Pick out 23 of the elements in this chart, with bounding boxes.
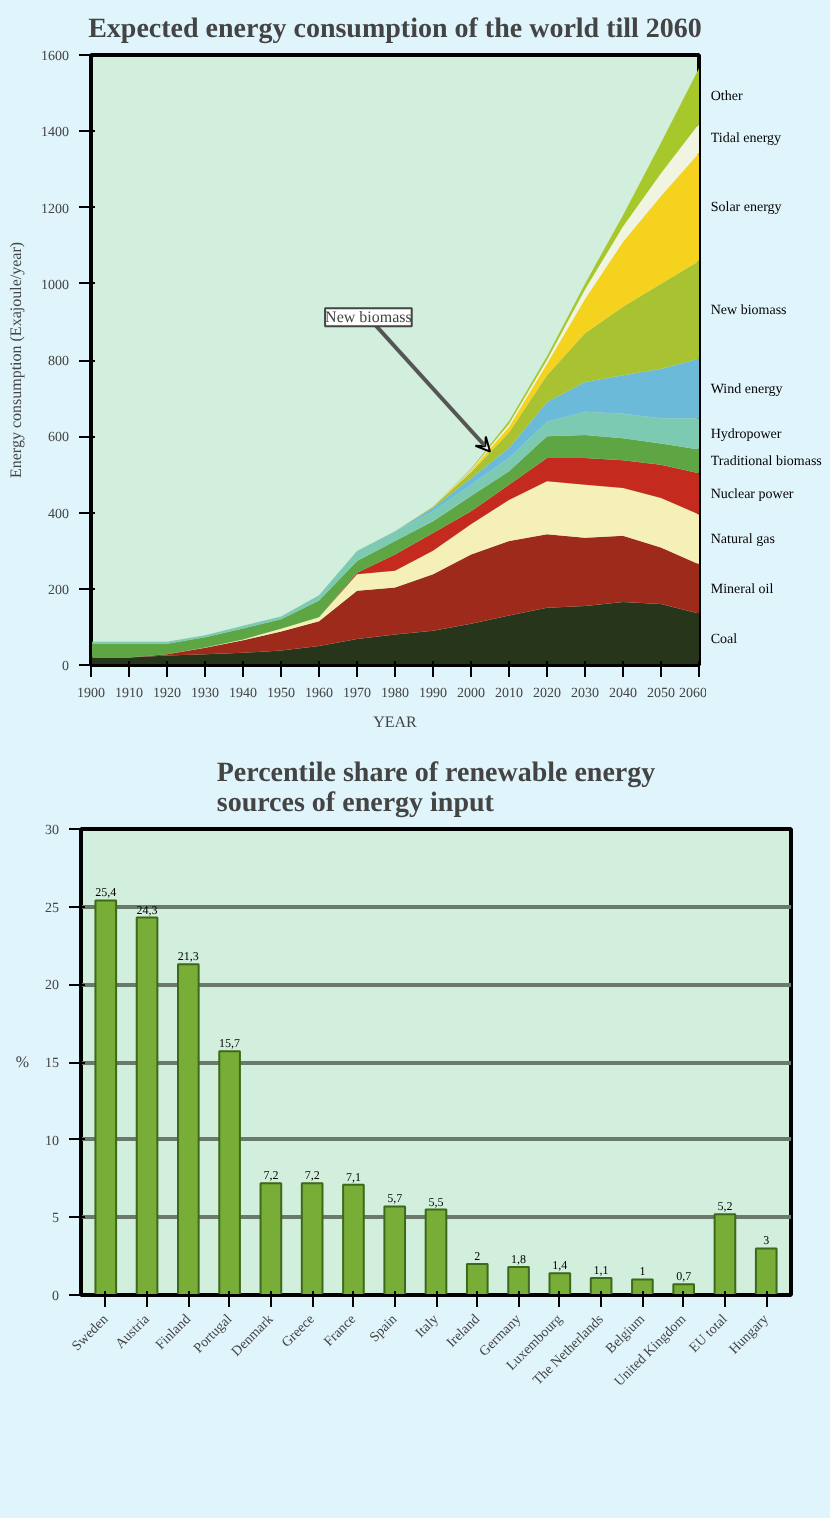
chart-title: Percentile share of renewable energy sources of energy input bbox=[216, 759, 656, 819]
bar bbox=[713, 1213, 737, 1295]
bar bbox=[383, 1205, 407, 1295]
y-axis-title: Energy consumption (Exajoule/year) bbox=[7, 241, 25, 479]
bar bbox=[507, 1266, 530, 1295]
bar bbox=[177, 963, 200, 1295]
bar bbox=[424, 1208, 448, 1295]
bar bbox=[135, 916, 159, 1295]
bar bbox=[94, 899, 118, 1295]
bar bbox=[589, 1276, 613, 1295]
bar bbox=[259, 1182, 283, 1295]
bar bbox=[465, 1262, 489, 1295]
bar bbox=[548, 1272, 572, 1295]
chart-title: Expected energy consumption of the world till 2060 bbox=[88, 15, 702, 45]
bar bbox=[300, 1182, 324, 1295]
bar bbox=[631, 1278, 654, 1295]
x-axis-title: YEAR bbox=[373, 713, 419, 731]
bar bbox=[672, 1283, 695, 1295]
bar bbox=[342, 1183, 365, 1295]
bar bbox=[754, 1247, 778, 1295]
bar bbox=[218, 1050, 241, 1295]
annotation: New biomass bbox=[325, 308, 412, 327]
y-axis-title: % bbox=[15, 1053, 30, 1071]
